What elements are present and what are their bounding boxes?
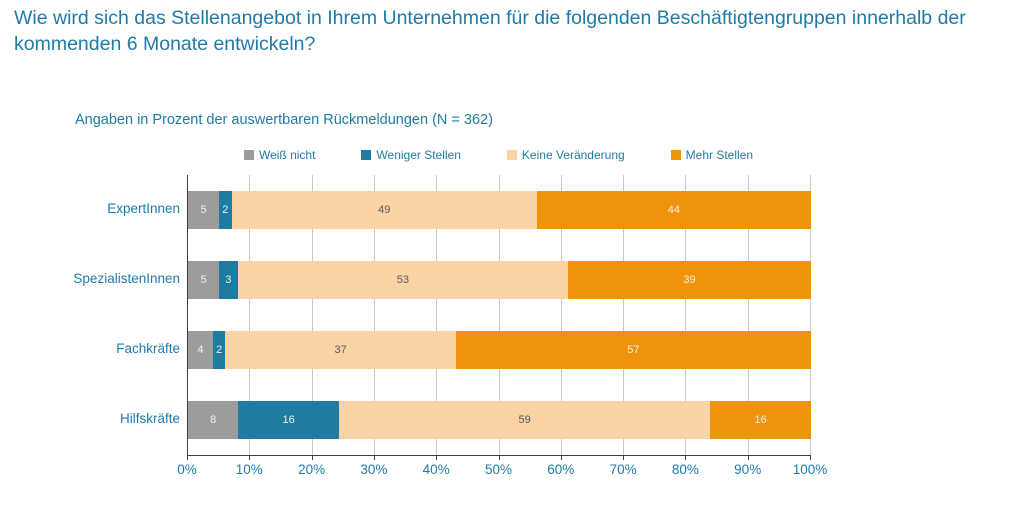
bar-segment: 8 [188, 401, 239, 439]
x-axis-label: 70% [609, 462, 637, 477]
bar-segment: 16 [710, 401, 811, 439]
legend-label: Weiß nicht [258, 148, 316, 162]
bar-segment: 5 [188, 261, 220, 299]
x-axis-label: 40% [422, 462, 450, 477]
gridline [436, 175, 438, 455]
y-axis-label: Hilfskräfte [119, 411, 180, 426]
bar-segment: 37 [225, 331, 456, 369]
bar-segment: 39 [568, 261, 811, 299]
x-axis-tick [498, 456, 500, 460]
gridline [498, 175, 500, 455]
x-axis-tick [249, 456, 251, 460]
y-axis-label: SpezialistenInnen [73, 271, 180, 286]
bar-segment: 5 [188, 191, 220, 229]
x-axis-tick [810, 456, 811, 460]
x-axis-label: 100% [792, 462, 828, 477]
legend-swatch-icon [243, 150, 254, 160]
gridline [311, 175, 313, 455]
bar-segment: 53 [237, 261, 569, 299]
legend-swatch-icon [506, 150, 517, 160]
bar-segment: 3 [219, 261, 238, 299]
gridline [373, 175, 375, 455]
bar-row: 5 3 53 39 [188, 261, 811, 299]
bar-segment: 57 [455, 331, 811, 369]
gridline [249, 175, 251, 455]
x-axis-label: 80% [671, 462, 699, 477]
x-axis-label: 60% [547, 462, 575, 477]
gridline [623, 175, 625, 455]
bar-segment: 16 [238, 401, 339, 439]
bar-segment: 59 [339, 401, 711, 439]
legend-swatch-icon [670, 150, 681, 160]
x-axis-label: 50% [484, 462, 513, 477]
legend-label: Keine Veränderung [521, 148, 625, 162]
y-axis-label: Fachkräfte [116, 341, 180, 356]
x-axis-label: 10% [235, 462, 263, 477]
chart-subtitle: Angaben in Prozent der auswertbaren Rück… [75, 112, 493, 128]
chart-title: Wie wird sich das Stellenangebot in Ihre… [14, 7, 966, 55]
bar-segment: 2 [219, 191, 232, 229]
legend-item: Keine Veränderung [506, 148, 625, 162]
x-axis-label: 0% [177, 462, 197, 477]
bar-segment: 2 [212, 331, 226, 369]
x-axis-tick [747, 456, 749, 460]
bar-row: 5 2 49 44 [188, 191, 811, 229]
x-axis-tick [436, 456, 438, 460]
x-axis-tick [373, 456, 375, 460]
bar-segment: 4 [188, 331, 213, 369]
x-axis-tick [623, 456, 625, 460]
legend-swatch-icon [361, 150, 372, 160]
y-axis-label: ExpertInnen [107, 201, 180, 216]
gridline [685, 175, 687, 455]
x-axis-tick [187, 456, 188, 460]
x-axis-tick [685, 456, 687, 460]
bar-segment: 49 [231, 191, 537, 229]
legend-item: Weniger Stellen [361, 148, 461, 162]
x-axis-label: 20% [298, 462, 326, 477]
bar-row: 8 16 59 16 [188, 401, 811, 439]
legend-label: Mehr Stellen [685, 148, 754, 162]
legend-item: Weiß nicht [243, 148, 316, 162]
gridline [560, 175, 562, 455]
x-axis-label: 90% [734, 462, 762, 477]
legend-label: Weniger Stellen [376, 148, 461, 162]
gridline [810, 175, 811, 455]
bar-row: 4 2 37 57 [188, 331, 811, 369]
x-axis-tick [311, 456, 313, 460]
x-axis-label: 30% [360, 462, 388, 477]
gridline [747, 175, 749, 455]
plot-area: 5 2 49 44 5 3 53 39 4 2 37 57 8 16 59 16 [187, 175, 811, 456]
bar-segment: 44 [536, 191, 811, 229]
legend-item: Mehr Stellen [670, 148, 754, 162]
legend: Weiß nicht Weniger Stellen Keine Veränderu… [187, 148, 810, 162]
x-axis-tick [560, 456, 562, 460]
